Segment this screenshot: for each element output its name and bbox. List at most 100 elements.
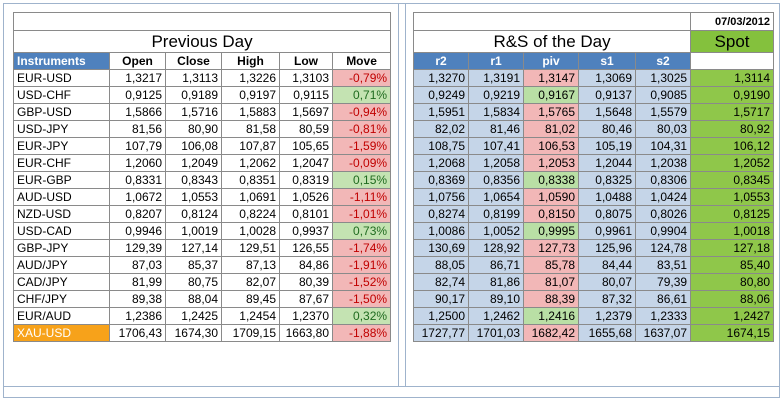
cell-open[interactable]: 1,3217 (109, 69, 166, 87)
cell-open[interactable]: 0,8207 (109, 205, 166, 223)
cell-piv[interactable]: 0,8338 (523, 171, 579, 189)
cell-spot[interactable]: 0,9190 (690, 86, 775, 104)
cell-s1[interactable]: 84,44 (578, 256, 636, 274)
cell-spot[interactable]: 1,2052 (690, 154, 775, 172)
cell-high[interactable]: 0,8224 (221, 205, 280, 223)
cell-low[interactable]: 1663,80 (279, 324, 333, 342)
cell-r2[interactable]: 88,05 (413, 256, 469, 274)
cell-inst[interactable]: EUR-JPY (13, 137, 110, 155)
cell-s1[interactable]: 1,2044 (578, 154, 636, 172)
header-low[interactable]: Low (279, 52, 333, 70)
cell-spot[interactable]: 1,5717 (690, 103, 775, 121)
cell-move[interactable]: -1,52% (331, 273, 392, 291)
cell-s2[interactable]: 1637,07 (634, 324, 692, 342)
cell-move[interactable]: -0,81% (331, 120, 392, 138)
cell-open[interactable]: 0,8331 (109, 171, 166, 189)
cell-s1[interactable]: 80,07 (578, 273, 636, 291)
cell-spot[interactable]: 1,3114 (690, 69, 775, 87)
cell-high[interactable]: 89,45 (221, 290, 280, 308)
header-piv[interactable]: piv (523, 52, 579, 70)
cell-r1[interactable]: 1701,03 (468, 324, 524, 342)
cell-r1[interactable]: 1,0654 (468, 188, 524, 206)
header-s2[interactable]: s2 (634, 52, 692, 70)
cell-move[interactable]: -1,74% (331, 239, 392, 257)
cell-s1[interactable]: 0,8075 (578, 205, 636, 223)
cell-open[interactable]: 1,2386 (109, 307, 166, 325)
cell-s2[interactable]: 0,8026 (634, 205, 692, 223)
cell-r2[interactable]: 0,8369 (413, 171, 469, 189)
cell-spot[interactable]: 1,0553 (690, 188, 775, 206)
cell-low[interactable]: 87,67 (279, 290, 333, 308)
cell-piv[interactable]: 85,78 (523, 256, 579, 274)
cell-r1[interactable]: 0,8356 (468, 171, 524, 189)
cell-low[interactable]: 1,0526 (279, 188, 333, 206)
cell-r1[interactable]: 89,10 (468, 290, 524, 308)
cell-high[interactable]: 81,58 (221, 120, 280, 138)
cell-spot[interactable]: 0,8345 (690, 171, 775, 189)
cell-spot[interactable]: 106,12 (690, 137, 775, 155)
cell-piv[interactable]: 0,9995 (523, 222, 579, 240)
cell-close[interactable]: 106,08 (165, 137, 222, 155)
cell-piv[interactable]: 0,8150 (523, 205, 579, 223)
cell-inst[interactable]: AUD-USD (13, 188, 110, 206)
cell-inst[interactable]: AUD/JPY (13, 256, 110, 274)
cell-low[interactable]: 0,9115 (279, 86, 333, 104)
cell-s1[interactable]: 1655,68 (578, 324, 636, 342)
cell-low[interactable]: 1,2370 (279, 307, 333, 325)
cell-s2[interactable]: 1,2038 (634, 154, 692, 172)
cell-open[interactable]: 129,39 (109, 239, 166, 257)
cell-r1[interactable]: 81,86 (468, 273, 524, 291)
right-top-cell[interactable] (412, 12, 692, 31)
cell-inst[interactable]: EUR-GBP (13, 171, 110, 189)
cell-piv[interactable]: 106,53 (523, 137, 579, 155)
cell-r1[interactable]: 1,2462 (468, 307, 524, 325)
cell-low[interactable]: 126,55 (279, 239, 333, 257)
header-r1[interactable]: r1 (468, 52, 524, 70)
cell-low[interactable]: 105,65 (279, 137, 333, 155)
cell-open[interactable]: 87,03 (109, 256, 166, 274)
cell-r2[interactable]: 1,2500 (413, 307, 469, 325)
cell-r1[interactable]: 0,8199 (468, 205, 524, 223)
cell-close[interactable]: 80,90 (165, 120, 222, 138)
cell-move[interactable]: -1,50% (331, 290, 392, 308)
date-cell[interactable]: 07/03/2012 (690, 12, 775, 31)
cell-r2[interactable]: 1,0086 (413, 222, 469, 240)
cell-high[interactable]: 82,07 (221, 273, 280, 291)
cell-s2[interactable]: 1,2333 (634, 307, 692, 325)
cell-piv[interactable]: 1,2416 (523, 307, 579, 325)
cell-r2[interactable]: 1727,77 (413, 324, 469, 342)
cell-r2[interactable]: 1,3270 (413, 69, 469, 87)
cell-move[interactable]: -1,91% (331, 256, 392, 274)
cell-inst[interactable]: GBP-USD (13, 103, 110, 121)
cell-move[interactable]: -1,11% (331, 188, 392, 206)
header-move[interactable]: Move (331, 52, 392, 70)
cell-s1[interactable]: 1,3069 (578, 69, 636, 87)
cell-high[interactable]: 107,87 (221, 137, 280, 155)
cell-open[interactable]: 107,79 (109, 137, 166, 155)
cell-s1[interactable]: 1,2379 (578, 307, 636, 325)
cell-open[interactable]: 1706,43 (109, 324, 166, 342)
cell-piv[interactable]: 1,5765 (523, 103, 579, 121)
cell-spot[interactable]: 1674,15 (690, 324, 775, 342)
cell-s1[interactable]: 105,19 (578, 137, 636, 155)
cell-s1[interactable]: 0,9137 (578, 86, 636, 104)
cell-spot[interactable]: 0,8125 (690, 205, 775, 223)
cell-low[interactable]: 84,86 (279, 256, 333, 274)
cell-r2[interactable]: 130,69 (413, 239, 469, 257)
cell-s2[interactable]: 1,0424 (634, 188, 692, 206)
cell-close[interactable]: 0,8343 (165, 171, 222, 189)
cell-inst[interactable]: NZD-USD (13, 205, 110, 223)
cell-high[interactable]: 1709,15 (221, 324, 280, 342)
cell-piv[interactable]: 1,0590 (523, 188, 579, 206)
cell-close[interactable]: 1,2425 (165, 307, 222, 325)
cell-r1[interactable]: 1,2058 (468, 154, 524, 172)
cell-r2[interactable]: 82,74 (413, 273, 469, 291)
cell-close[interactable]: 1,0553 (165, 188, 222, 206)
cell-s2[interactable]: 80,03 (634, 120, 692, 138)
cell-piv[interactable]: 1682,42 (523, 324, 579, 342)
header-open[interactable]: Open (109, 52, 166, 70)
cell-move[interactable]: -0,79% (331, 69, 392, 87)
cell-s2[interactable]: 1,3025 (634, 69, 692, 87)
cell-spot[interactable]: 80,80 (690, 273, 775, 291)
cell-move[interactable]: 0,73% (331, 222, 392, 240)
